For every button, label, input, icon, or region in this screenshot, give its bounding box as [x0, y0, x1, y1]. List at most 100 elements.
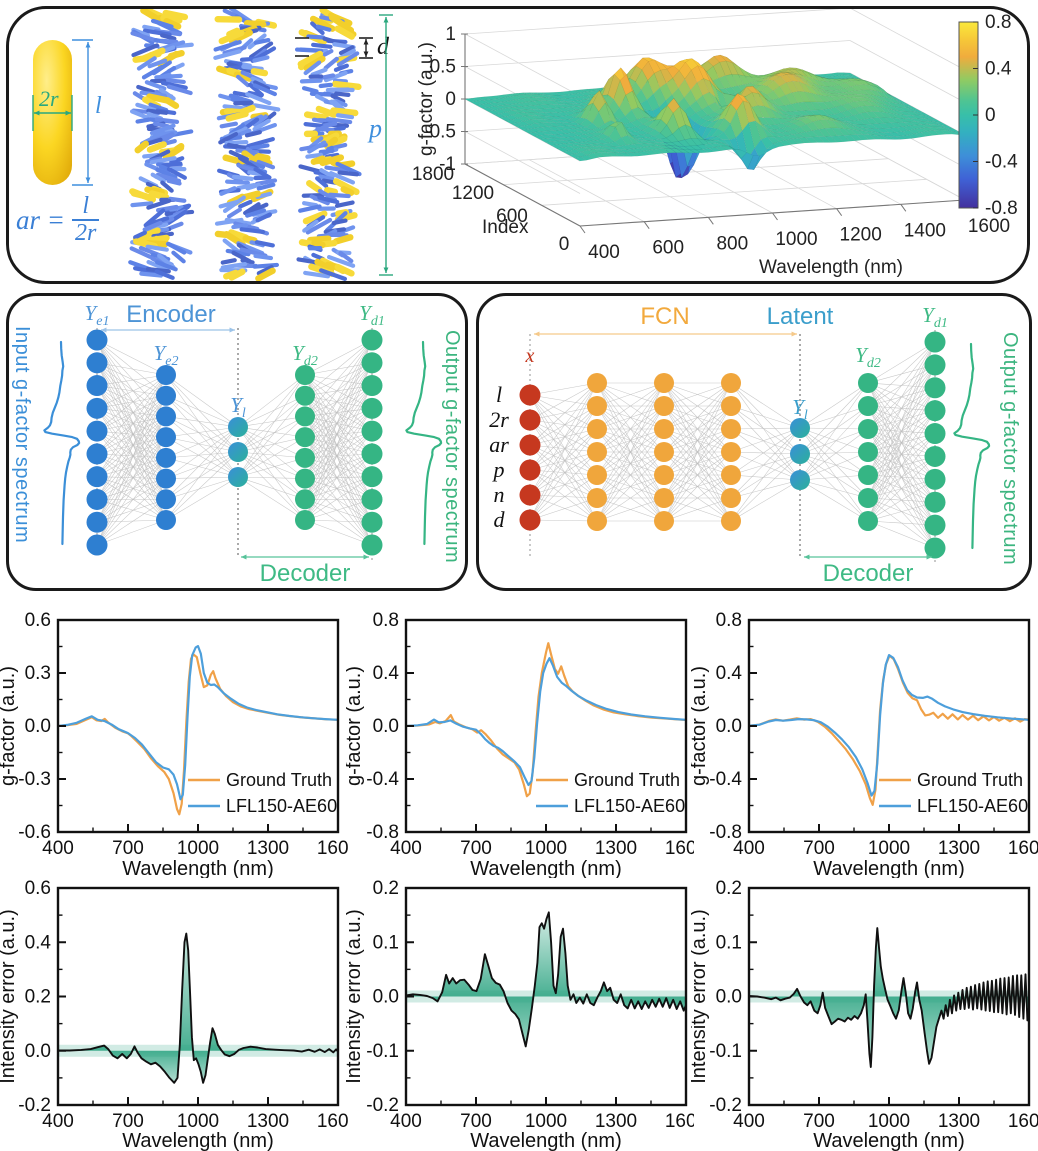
svg-text:400: 400 — [588, 242, 620, 263]
svg-text:1000: 1000 — [775, 229, 817, 250]
svg-text:0.0: 0.0 — [716, 716, 742, 737]
svg-text:0.2: 0.2 — [25, 987, 51, 1008]
svg-text:0.4: 0.4 — [373, 663, 400, 684]
axes-ticks — [57, 619, 339, 833]
spectrum-sketch — [405, 340, 443, 546]
length-dimension: l — [72, 39, 102, 186]
svg-text:1000: 1000 — [868, 1111, 910, 1132]
ae-output-spectrum-label: Output g-factor spectrum — [441, 330, 463, 564]
x-axis-label: Wavelength (nm) — [122, 1130, 274, 1151]
svg-text:1000: 1000 — [177, 1111, 219, 1132]
svg-text:1600: 1600 — [1008, 1111, 1038, 1132]
svg-text:1000: 1000 — [868, 838, 910, 859]
svg-text:1300: 1300 — [595, 838, 637, 859]
x-axis-label: Wavelength (nm) — [813, 858, 965, 878]
svg-text:1600: 1600 — [317, 1111, 348, 1132]
svg-text:0.0: 0.0 — [716, 987, 742, 1008]
helix-columns — [128, 9, 362, 281]
legend: Ground Truth LFL150-AE60 — [536, 770, 685, 816]
axes-ticks — [405, 619, 687, 833]
svg-text:1000: 1000 — [177, 838, 219, 859]
panel-structure-overview: l 2r d p 1 0.5 0 -0.5 -1 g-factor (a.u.) 0 600 1200 1… — [6, 6, 1030, 284]
svg-text:d: d — [377, 34, 390, 60]
x-axis-label: Wavelength (nm) — [122, 858, 274, 878]
svg-text:-0.8: -0.8 — [366, 822, 399, 843]
svg-text:1800: 1800 — [412, 164, 454, 185]
svg-text:0.6: 0.6 — [25, 878, 51, 899]
svg-text:1600: 1600 — [317, 838, 348, 859]
formula-lhs: ar = — [16, 204, 65, 235]
svg-text:0.8: 0.8 — [373, 610, 399, 631]
plot-gfactor-middle: 400 700 1000 1300 1600 0.8 0.4 0.0 -0.4 -0.8 Wavel… — [343, 596, 707, 883]
input-param-label: 2r — [489, 407, 509, 432]
svg-text:-0.2: -0.2 — [18, 1095, 51, 1116]
axes-ticks — [405, 887, 687, 1106]
series-ground-truth — [58, 653, 338, 816]
svg-text:LFL150-AE60: LFL150-AE60 — [226, 796, 337, 816]
svg-text:700: 700 — [112, 838, 144, 859]
series-intensity-error — [58, 932, 338, 1084]
x-axis-label: Wavelength (nm) — [470, 1130, 622, 1151]
svg-text:800: 800 — [716, 233, 748, 254]
series-intensity-error — [406, 911, 686, 1048]
series-lfl150-ae60 — [58, 645, 338, 801]
svg-text:Index: Index — [482, 217, 529, 238]
svg-text:1400: 1400 — [904, 220, 946, 241]
svg-text:1600: 1600 — [968, 216, 1010, 237]
svg-text:2r: 2r — [39, 86, 59, 111]
svg-text:1600: 1600 — [665, 1111, 694, 1132]
series-lfl150-ae60 — [406, 657, 686, 787]
svg-text:-0.2: -0.2 — [366, 1095, 399, 1116]
spectrum-sketch — [953, 342, 991, 550]
error-fill — [58, 933, 338, 1083]
y-axis-label: g-factor (a.u.) — [691, 666, 710, 786]
svg-text:0.1: 0.1 — [716, 932, 742, 953]
series-intensity-error — [749, 927, 1029, 1068]
svg-text:0: 0 — [445, 89, 456, 110]
svg-text:LFL150-AE60: LFL150-AE60 — [574, 796, 685, 816]
svg-text:1600: 1600 — [1008, 838, 1038, 859]
surface-plot-3d: 10.50-0.5-1g-factor (a.u.)060012001800In… — [412, 9, 1010, 278]
layer-spacing-annotation: d — [295, 34, 390, 60]
svg-text:1600: 1600 — [665, 838, 694, 859]
nn-edges — [529, 341, 936, 549]
plot-error-left: 400 700 1000 1300 1600 0.6 0.4 0.2 0.0 -0.2 Wavele… — [0, 876, 359, 1151]
svg-text:1: 1 — [445, 24, 456, 45]
svg-text:400: 400 — [733, 838, 765, 859]
svg-text:1200: 1200 — [452, 183, 494, 204]
svg-text:0: 0 — [559, 234, 570, 255]
svg-text:l: l — [95, 93, 102, 119]
svg-text:-0.5: -0.5 — [423, 122, 456, 143]
input-param-label: n — [494, 482, 505, 507]
series-lfl150-ae60 — [749, 654, 1029, 797]
svg-text:1300: 1300 — [938, 1111, 980, 1132]
x-axis-label: Wavelength (nm) — [470, 858, 622, 878]
svg-text:0.1: 0.1 — [373, 932, 399, 953]
svg-text:0.4: 0.4 — [25, 932, 52, 953]
svg-text:p: p — [367, 114, 382, 143]
svg-text:-0.4: -0.4 — [366, 769, 399, 790]
input-param-label: p — [492, 457, 505, 482]
spectrum-sketch — [43, 340, 81, 546]
svg-text:600: 600 — [496, 206, 528, 227]
layer-label: Yl — [230, 393, 246, 421]
y-axis-label: g-factor (a.u.) — [346, 666, 365, 786]
layer-label: Ye2 — [154, 341, 179, 369]
svg-text:-0.1: -0.1 — [366, 1041, 399, 1062]
formula-fraction: l 2r — [72, 193, 100, 246]
svg-text:0.4: 0.4 — [985, 59, 1012, 80]
svg-text:g-factor (a.u.): g-factor (a.u.) — [416, 42, 437, 156]
svg-text:-0.4: -0.4 — [709, 769, 742, 790]
decoder-title: Decoder — [823, 560, 914, 587]
nn-edges — [96, 339, 373, 546]
latent-title: Latent — [767, 303, 834, 330]
svg-text:1200: 1200 — [840, 225, 882, 246]
svg-text:0: 0 — [985, 105, 996, 126]
layer-label: Yd1 — [359, 301, 385, 329]
panel-autoencoder: Encoder Decoder Ye1 Ye2 Yl Yd2 Yd1 — [6, 293, 468, 591]
input-param-label: d — [494, 507, 506, 532]
svg-text:700: 700 — [803, 1111, 835, 1132]
